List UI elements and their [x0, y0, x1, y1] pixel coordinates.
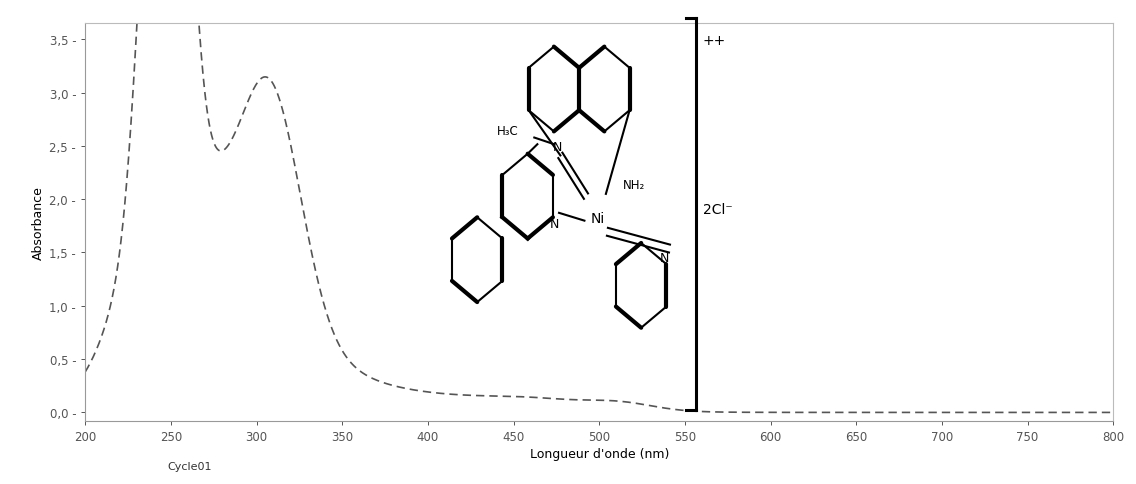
Text: Ni: Ni: [591, 212, 605, 226]
Text: H₃C: H₃C: [498, 125, 519, 138]
X-axis label: Longueur d'onde (nm): Longueur d'onde (nm): [529, 447, 669, 460]
Text: N: N: [552, 141, 562, 153]
Text: Cycle01: Cycle01: [167, 461, 212, 471]
Text: ++: ++: [702, 34, 726, 48]
Text: 2Cl⁻: 2Cl⁻: [702, 203, 733, 217]
Text: N: N: [550, 218, 559, 231]
Text: N: N: [660, 251, 669, 264]
Y-axis label: Absorbance: Absorbance: [32, 186, 45, 259]
Text: NH₂: NH₂: [623, 179, 645, 192]
